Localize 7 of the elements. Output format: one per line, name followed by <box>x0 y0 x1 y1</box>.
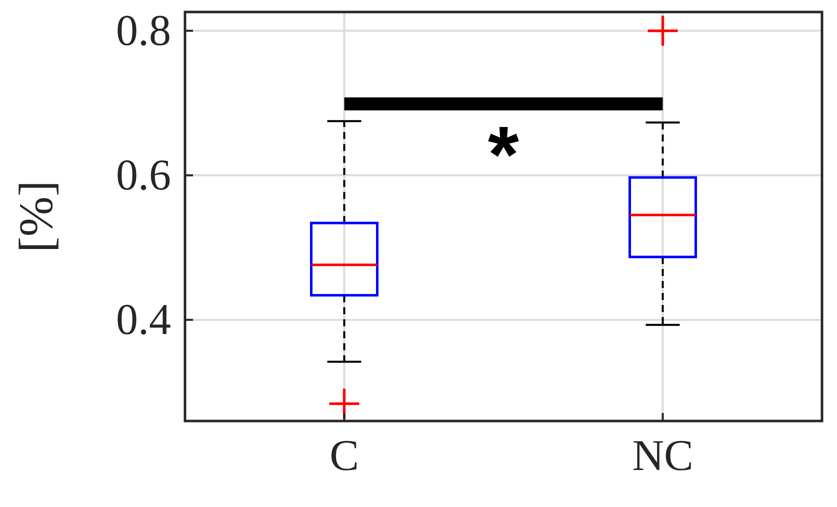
y-tick-label: 0.8 <box>116 6 171 55</box>
x-tick-label: C <box>330 431 359 480</box>
y-axis-title: [%] <box>10 180 63 252</box>
x-tick-label: NC <box>632 431 694 480</box>
annotation: * <box>488 110 520 199</box>
y-tick-label: 0.4 <box>116 294 171 344</box>
y-tick-label: 0.6 <box>116 150 171 200</box>
